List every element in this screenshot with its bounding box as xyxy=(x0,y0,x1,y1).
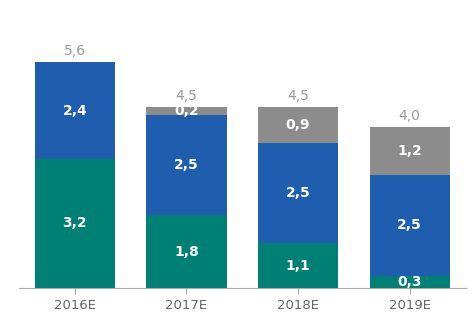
Text: 0,9: 0,9 xyxy=(286,118,310,132)
Text: 0,2: 0,2 xyxy=(174,104,199,118)
Text: 5,6: 5,6 xyxy=(64,44,86,58)
Bar xyxy=(370,175,450,276)
Bar xyxy=(370,127,450,175)
Bar xyxy=(146,107,227,115)
Text: 2,5: 2,5 xyxy=(397,218,422,232)
Text: 0,3: 0,3 xyxy=(398,275,422,289)
Text: 1,2: 1,2 xyxy=(397,144,422,158)
Text: 2,5: 2,5 xyxy=(174,158,199,172)
Bar xyxy=(35,159,115,288)
Text: 3,2: 3,2 xyxy=(63,216,87,230)
Bar xyxy=(258,143,338,244)
Text: 4,5: 4,5 xyxy=(175,89,198,103)
Bar xyxy=(35,62,115,159)
Text: 2,5: 2,5 xyxy=(285,186,311,200)
Bar xyxy=(258,244,338,288)
Text: 4,5: 4,5 xyxy=(287,89,309,103)
Text: 1,1: 1,1 xyxy=(285,259,311,273)
Bar xyxy=(370,276,450,288)
Bar xyxy=(258,107,338,143)
Text: 1,8: 1,8 xyxy=(174,245,199,259)
Text: 4,0: 4,0 xyxy=(399,109,421,123)
Bar xyxy=(146,215,227,288)
Text: 2,4: 2,4 xyxy=(62,104,87,118)
Bar xyxy=(146,115,227,215)
